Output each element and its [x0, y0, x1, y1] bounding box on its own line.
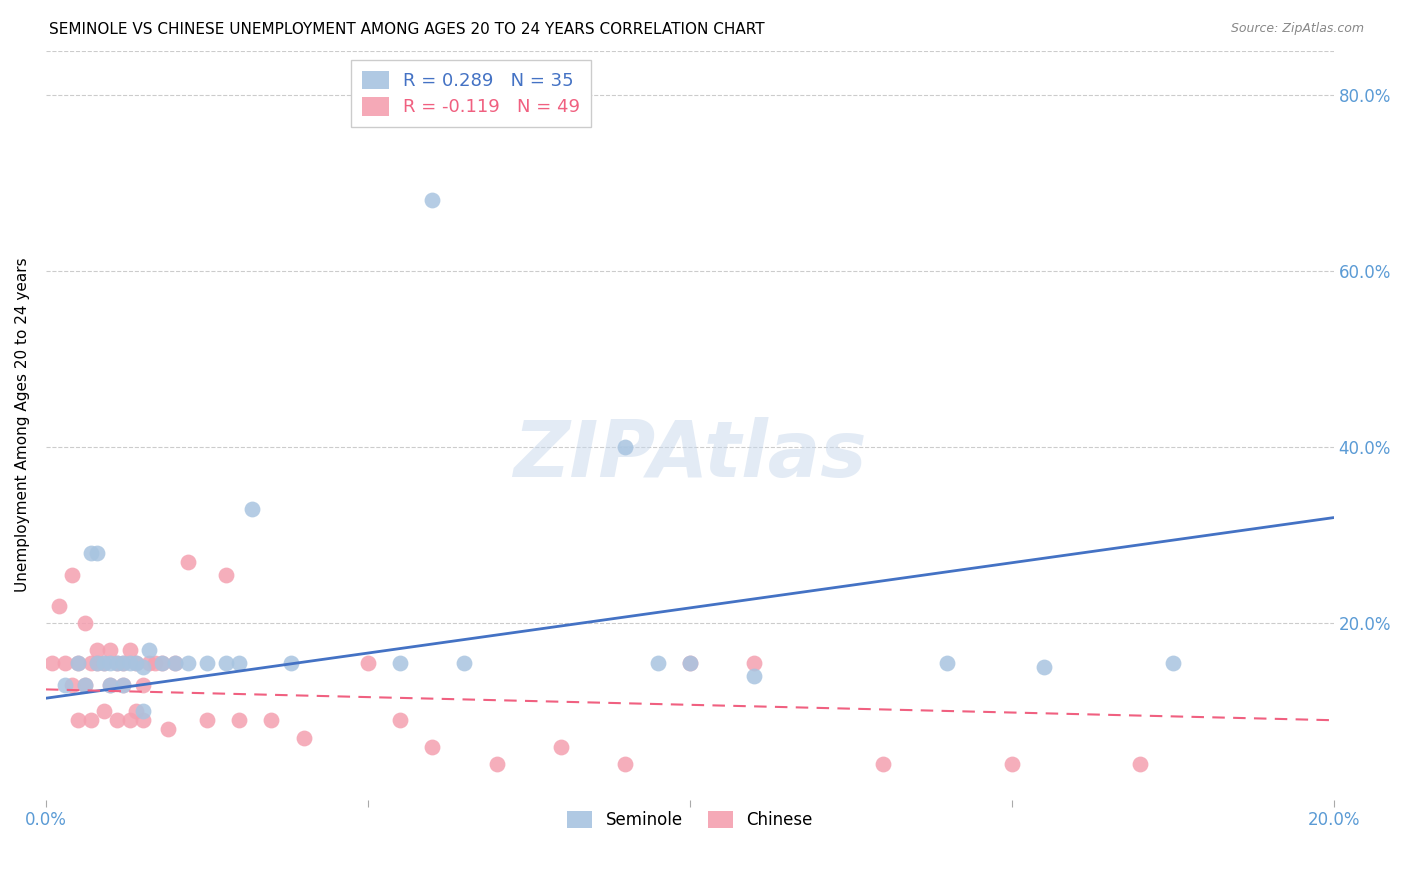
- Point: [228, 656, 250, 670]
- Y-axis label: Unemployment Among Ages 20 to 24 years: Unemployment Among Ages 20 to 24 years: [15, 258, 30, 592]
- Point: [131, 713, 153, 727]
- Point: [420, 194, 443, 208]
- Point: [98, 642, 121, 657]
- Point: [1161, 656, 1184, 670]
- Point: [98, 678, 121, 692]
- Point: [73, 678, 96, 692]
- Point: [215, 567, 238, 582]
- Point: [550, 739, 572, 754]
- Point: [80, 546, 103, 560]
- Point: [1129, 757, 1152, 772]
- Point: [118, 642, 141, 657]
- Point: [67, 656, 90, 670]
- Point: [105, 713, 128, 727]
- Point: [647, 656, 669, 670]
- Point: [420, 739, 443, 754]
- Point: [357, 656, 380, 670]
- Point: [138, 642, 160, 657]
- Point: [163, 656, 186, 670]
- Point: [80, 656, 103, 670]
- Point: [48, 599, 70, 613]
- Text: ZIPAtlas: ZIPAtlas: [513, 417, 866, 493]
- Point: [125, 656, 148, 670]
- Point: [614, 440, 637, 454]
- Point: [131, 660, 153, 674]
- Point: [742, 656, 765, 670]
- Point: [215, 656, 238, 670]
- Point: [163, 656, 186, 670]
- Point: [742, 669, 765, 683]
- Point: [105, 656, 128, 670]
- Point: [105, 656, 128, 670]
- Point: [86, 656, 108, 670]
- Point: [41, 656, 63, 670]
- Point: [260, 713, 283, 727]
- Text: SEMINOLE VS CHINESE UNEMPLOYMENT AMONG AGES 20 TO 24 YEARS CORRELATION CHART: SEMINOLE VS CHINESE UNEMPLOYMENT AMONG A…: [49, 22, 765, 37]
- Point: [112, 678, 135, 692]
- Point: [112, 656, 135, 670]
- Point: [98, 678, 121, 692]
- Point: [145, 656, 167, 670]
- Point: [389, 713, 412, 727]
- Point: [53, 678, 76, 692]
- Point: [176, 656, 198, 670]
- Point: [389, 656, 412, 670]
- Point: [131, 705, 153, 719]
- Point: [73, 678, 96, 692]
- Point: [125, 705, 148, 719]
- Point: [614, 757, 637, 772]
- Point: [280, 656, 302, 670]
- Point: [118, 656, 141, 670]
- Point: [112, 678, 135, 692]
- Point: [86, 656, 108, 670]
- Point: [240, 501, 263, 516]
- Point: [936, 656, 959, 670]
- Point: [60, 678, 83, 692]
- Point: [292, 731, 315, 745]
- Point: [228, 713, 250, 727]
- Point: [176, 555, 198, 569]
- Point: [86, 642, 108, 657]
- Point: [86, 546, 108, 560]
- Point: [195, 656, 218, 670]
- Point: [485, 757, 508, 772]
- Point: [93, 705, 115, 719]
- Point: [1001, 757, 1024, 772]
- Point: [60, 567, 83, 582]
- Point: [150, 656, 173, 670]
- Point: [453, 656, 475, 670]
- Point: [67, 656, 90, 670]
- Point: [157, 722, 180, 736]
- Point: [118, 713, 141, 727]
- Point: [93, 656, 115, 670]
- Point: [131, 678, 153, 692]
- Point: [67, 713, 90, 727]
- Legend: Seminole, Chinese: Seminole, Chinese: [561, 805, 820, 836]
- Text: Source: ZipAtlas.com: Source: ZipAtlas.com: [1230, 22, 1364, 36]
- Point: [150, 656, 173, 670]
- Point: [73, 616, 96, 631]
- Point: [679, 656, 702, 670]
- Point: [93, 656, 115, 670]
- Point: [872, 757, 894, 772]
- Point: [112, 656, 135, 670]
- Point: [98, 656, 121, 670]
- Point: [138, 656, 160, 670]
- Point: [80, 713, 103, 727]
- Point: [1032, 660, 1054, 674]
- Point: [195, 713, 218, 727]
- Point: [53, 656, 76, 670]
- Point: [679, 656, 702, 670]
- Point: [125, 656, 148, 670]
